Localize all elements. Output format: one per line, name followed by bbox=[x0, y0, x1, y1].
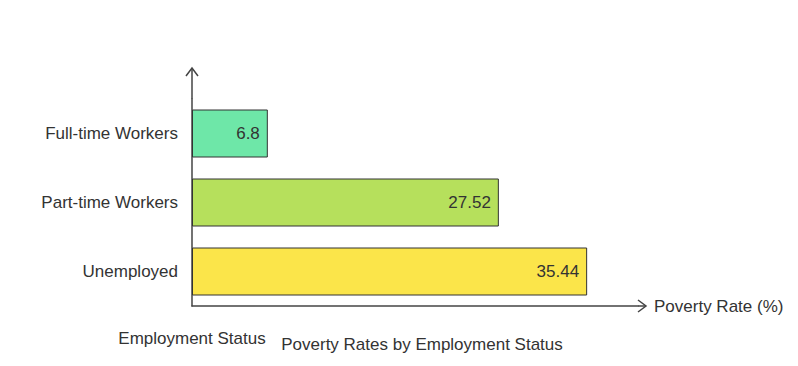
svg-text:Part-time Workers: Part-time Workers bbox=[41, 193, 178, 212]
svg-text:Poverty Rates by Employment St: Poverty Rates by Employment Status bbox=[281, 335, 563, 354]
svg-text:27.52: 27.52 bbox=[448, 193, 491, 212]
svg-text:Full-time Workers: Full-time Workers bbox=[45, 124, 178, 143]
svg-text:6.8: 6.8 bbox=[236, 124, 260, 143]
svg-text:Poverty Rate (%): Poverty Rate (%) bbox=[654, 297, 783, 316]
svg-text:Unemployed: Unemployed bbox=[83, 262, 178, 281]
svg-text:Employment Status: Employment Status bbox=[118, 329, 265, 348]
svg-text:35.44: 35.44 bbox=[537, 262, 580, 281]
